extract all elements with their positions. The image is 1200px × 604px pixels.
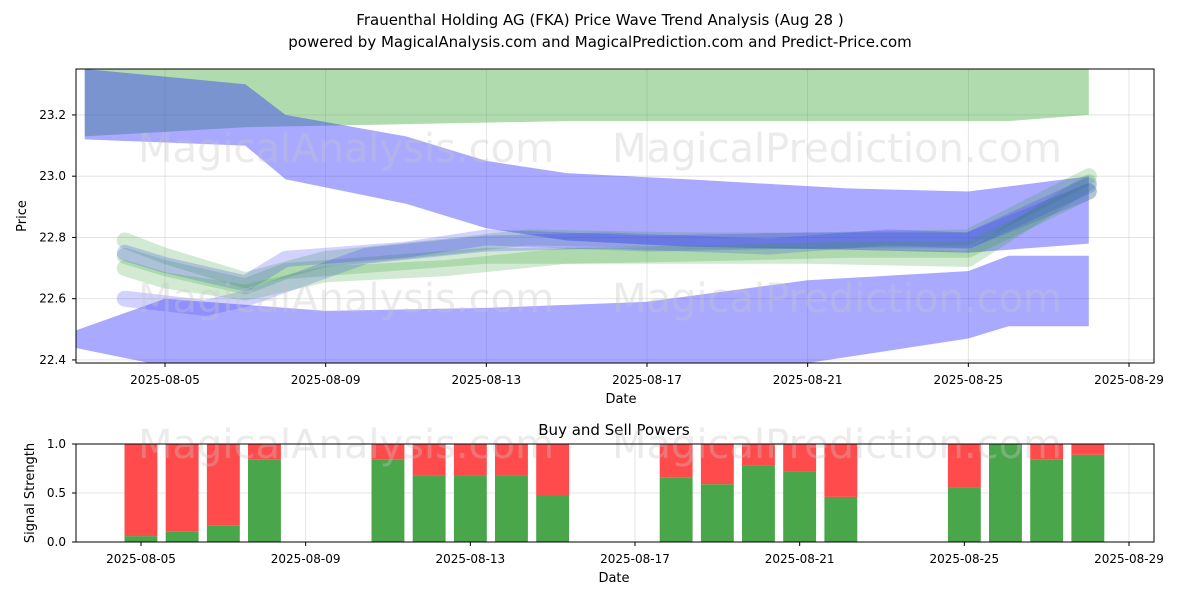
buy-bar [206,525,240,542]
price-wave-blue-2 [116,183,1097,292]
price-y-tick-label: 22.6 [39,292,66,306]
watermark-prediction-3: MagicalPrediction.com [612,422,1062,468]
price-plot-frame [75,68,1155,364]
sell-bar [453,444,487,476]
price-band-blue-1 [84,69,1089,253]
chart-subtitle: powered by MagicalAnalysis.com and Magic… [288,33,912,51]
signal-panel: Buy and Sell Powers MagicalAnalysis.com … [23,421,1164,586]
buy-bar [536,495,570,542]
sell-bar [412,444,446,476]
signal-x-tick-label: 2025-08-29 [1094,552,1164,566]
price-band-blue-2 [76,255,1089,363]
sell-bar [371,444,405,460]
watermark-prediction: MagicalPrediction.com [612,126,1062,172]
signal-x-tick-label: 2025-08-05 [106,552,176,566]
price-y-tick-label: 22.4 [39,353,66,367]
sell-bar [659,444,693,478]
buy-bar [742,465,775,542]
signal-x-tick-label: 2025-08-13 [435,552,505,566]
sell-bar [206,444,240,526]
signal-x-tick-label: 2025-08-17 [600,552,670,566]
signal-x-tick-label: 2025-08-09 [271,552,341,566]
price-wave-green-4 [116,183,1097,301]
price-wave-blue-3 [116,177,1097,316]
buy-bar [453,475,487,542]
buy-bar [700,484,734,542]
buy-bar [824,496,858,542]
signal-y-tick-label: 1.0 [47,437,66,451]
price-plot-area [76,69,1154,363]
price-x-tick-label: 2025-08-29 [1094,373,1164,387]
buy-bar [989,444,1022,542]
buy-bar [124,536,158,542]
price-x-tick-label: 2025-08-17 [612,373,682,387]
signal-x-tick-label: 2025-08-21 [765,552,835,566]
buy-bar [659,477,693,542]
buy-bar [1030,459,1064,542]
price-x-tick-label: 2025-08-21 [773,373,843,387]
sell-bar [165,444,199,532]
sell-bar [783,444,817,472]
price-y-axis-label: Price [15,200,30,232]
signal-y-tick-label: 0.0 [47,535,66,549]
price-y-tick-label: 23.0 [39,169,66,183]
price-x-axis-label: Date [605,392,636,407]
buy-bar [1071,454,1105,542]
buy-bar [248,459,281,542]
signal-y-tick-label: 0.5 [47,486,66,500]
price-wave-green-1 [116,168,1097,289]
signal-x-tick-label: 2025-08-25 [929,552,999,566]
price-wave-green-0 [116,174,1097,295]
signal-y-axis-label: Signal Strength [23,443,38,543]
buy-bar [412,475,446,542]
watermark-analysis-2: MagicalAnalysis.com [138,276,554,322]
sell-bar [495,444,528,476]
watermark-analysis: MagicalAnalysis.com [138,126,554,172]
price-band-green-0 [84,69,1089,137]
buy-bar [495,475,528,542]
watermark-prediction-2: MagicalPrediction.com [612,276,1062,322]
buy-bar [165,531,199,542]
sell-bar [700,444,734,485]
price-x-tick-label: 2025-08-25 [933,373,1003,387]
buy-bar [783,471,817,542]
signal-panel-title: Buy and Sell Powers [538,421,690,439]
price-y-tick-label: 23.2 [39,108,66,122]
sell-bar [248,444,281,460]
sell-bar [536,444,570,495]
price-x-tick-label: 2025-08-13 [451,373,521,387]
chart-title: Frauenthal Holding AG (FKA) Price Wave T… [356,11,843,29]
price-y-tick-label: 22.8 [39,230,66,244]
price-panel: MagicalAnalysis.com MagicalPrediction.co… [15,68,1164,407]
sell-bar [742,444,775,466]
signal-x-axis-label: Date [598,571,629,586]
sell-bar [824,444,858,497]
sell-bar [1071,444,1105,455]
price-x-tick-label: 2025-08-09 [291,373,361,387]
price-x-tick-label: 2025-08-05 [130,373,200,387]
buy-bar [947,487,981,542]
sell-bar [947,444,981,488]
watermark-analysis-3: MagicalAnalysis.com [138,422,554,468]
sell-bar [1030,444,1064,460]
buy-bar [371,459,405,542]
sell-bar [124,444,158,537]
